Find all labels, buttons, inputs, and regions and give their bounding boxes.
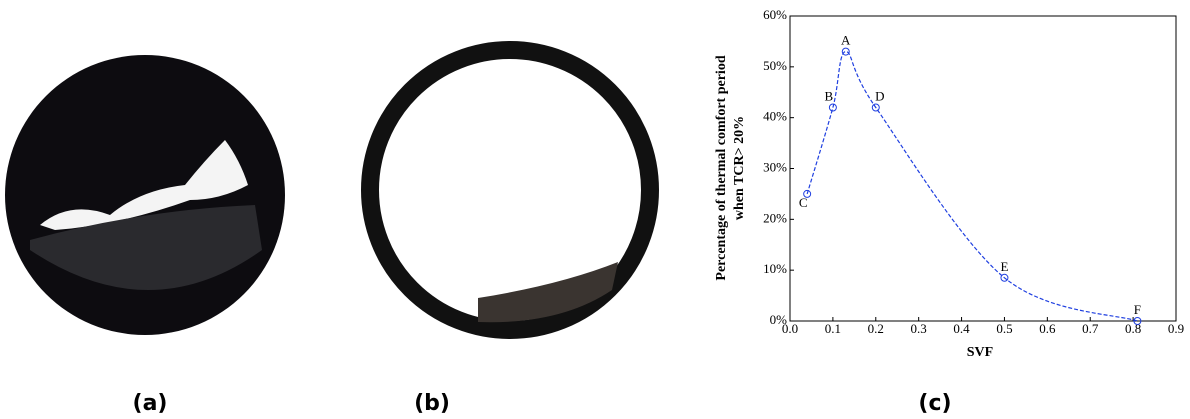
point-label: F [1134,302,1141,317]
y-tick-label: 20% [763,210,787,225]
point [1000,273,1009,282]
x-tick-label: 0.8 [1125,321,1141,336]
curve [806,50,1138,322]
point-label: E [1000,259,1008,274]
y-tick-label: 50% [763,58,787,73]
point [1133,317,1142,325]
y-axis-label: Percentage of thermal comfort period [714,55,729,280]
y-tick-label: 40% [763,109,787,124]
point [841,47,850,56]
point-label: A [841,33,851,48]
y-tick-label: 10% [763,261,787,276]
y-tick-label: 0% [770,312,788,327]
x-tick-label: 0.0 [782,321,798,336]
panel-label: (b) [414,391,450,416]
x-axis-label: SVF [967,345,993,360]
point-label: B [825,88,834,103]
panel-label: (a) [133,391,168,416]
x-tick-label: 0.9 [1168,321,1184,336]
fisheye-a [5,55,285,335]
x-tick-label: 0.5 [996,321,1012,336]
x-tick-label: 0.7 [1082,321,1099,336]
y-tick-label: 30% [763,159,787,174]
x-tick-label: 0.4 [953,321,970,336]
point [828,103,837,112]
x-tick-label: 0.1 [825,321,841,336]
x-tick-label: 0.2 [868,321,884,336]
point-label: C [799,195,808,210]
y-axis-label: when TCR> 20% [732,116,747,220]
plot-frame [789,15,1177,322]
point [803,189,812,198]
point-label: D [875,88,884,103]
point [871,103,880,112]
y-tick-label: 60% [763,7,787,22]
panel-label: (c) [918,391,951,416]
fisheye-b [361,41,659,339]
x-tick-label: 0.3 [911,321,927,336]
x-tick-label: 0.6 [1039,321,1056,336]
